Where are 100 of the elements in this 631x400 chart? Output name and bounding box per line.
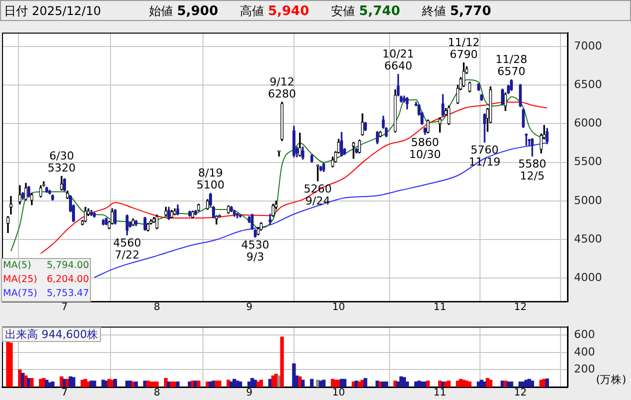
candlestick — [340, 132, 344, 157]
x-tick-label: 10 — [332, 388, 345, 399]
bar — [426, 380, 430, 387]
bar — [364, 378, 368, 387]
candlestick — [426, 120, 430, 134]
candlestick — [504, 92, 507, 111]
x-tick-label: 8 — [154, 388, 160, 399]
text: 高値 5,940 — [240, 4, 310, 19]
candlestick — [272, 204, 275, 217]
text: MA(5) 5,794.00 — [3, 260, 89, 272]
bar — [342, 378, 346, 387]
annotation: 5860 10/30 — [409, 136, 441, 161]
bar — [155, 381, 159, 387]
candlestick — [447, 106, 450, 125]
bar — [322, 380, 326, 387]
y-tick-label: 6500 — [574, 78, 602, 91]
bar — [72, 377, 76, 387]
candlestick — [48, 190, 52, 194]
candlestick — [438, 117, 442, 133]
x-tick-label: 11 — [434, 388, 446, 399]
annotation: 9/12 6280 — [268, 75, 296, 100]
bar — [196, 380, 200, 387]
candlestick — [104, 218, 108, 226]
candlestick — [394, 89, 397, 133]
candlestick — [197, 204, 200, 212]
bar — [488, 380, 492, 387]
bar — [384, 381, 388, 387]
bar — [310, 378, 314, 387]
candlestick — [522, 108, 525, 128]
x-tick-label: 7 — [61, 388, 68, 399]
candlestick — [170, 210, 174, 218]
candlestick — [60, 176, 64, 191]
annotation: 11/28 6570 — [496, 53, 528, 78]
bar — [238, 381, 242, 387]
candlestick — [167, 206, 170, 220]
x-tick-label: 8 — [154, 302, 160, 313]
bar — [405, 381, 409, 387]
candlestick — [354, 148, 358, 154]
candlestick — [292, 126, 296, 158]
candlestick — [214, 215, 218, 224]
bar — [301, 380, 305, 387]
candlestick — [468, 82, 472, 92]
candlestick — [9, 196, 12, 214]
candlestick — [301, 146, 304, 160]
annotation: 11/12 6790 — [448, 36, 480, 62]
x-tick-label: 12 — [514, 388, 527, 399]
candlestick — [188, 210, 192, 217]
bar — [402, 377, 406, 387]
bar — [50, 381, 54, 387]
annotation: 8/19 5100 — [196, 166, 225, 192]
x-tick-label: 11 — [434, 302, 446, 313]
candlestick — [352, 142, 356, 159]
y-tick-label: 4500 — [574, 232, 602, 246]
candlestick — [358, 140, 362, 154]
annotation: 4530 9/3 — [241, 238, 270, 264]
candlestick — [21, 192, 24, 200]
annotation: 出来高 944,600株 — [2, 326, 101, 342]
bar — [9, 342, 13, 387]
bar — [113, 378, 118, 387]
candlestick — [126, 214, 129, 236]
annotation: 10/21 6640 — [382, 48, 414, 73]
candlestick — [63, 178, 66, 192]
candlestick — [298, 132, 302, 157]
candlestick — [18, 185, 22, 204]
text: 終値 5,770 — [422, 4, 492, 19]
candlestick — [132, 218, 135, 226]
chart-title: 日付 2025/12/10 — [4, 3, 101, 20]
bar — [280, 336, 284, 387]
y-axis-title: (万株) — [596, 373, 626, 387]
candlestick — [143, 216, 147, 231]
candlestick — [500, 88, 504, 106]
bar — [530, 380, 534, 387]
candlestick — [6, 216, 10, 233]
candlestick — [280, 102, 284, 142]
candlestick — [477, 83, 480, 91]
bar — [447, 380, 451, 387]
candlestick — [66, 190, 70, 199]
bar — [510, 381, 514, 387]
candlestick — [30, 192, 34, 206]
candlestick — [462, 62, 466, 87]
candlestick — [530, 138, 534, 157]
bar — [292, 363, 296, 387]
bar — [134, 381, 138, 387]
bar — [30, 378, 34, 387]
y-tick-label: 5500 — [574, 155, 602, 168]
candlestick — [114, 209, 117, 224]
candlestick — [441, 94, 444, 116]
line-series — [10, 79, 548, 252]
candlestick — [191, 210, 194, 218]
annotation: 6/30 5320 — [48, 150, 76, 175]
y-tick-label: 600 — [574, 328, 595, 342]
y-tick-label: 5000 — [574, 194, 602, 207]
bar — [176, 381, 180, 387]
candlestick — [480, 94, 484, 101]
text: 始値 5,900 — [149, 4, 218, 19]
candlestick — [92, 212, 96, 218]
bar — [468, 381, 472, 387]
bar — [218, 380, 222, 387]
candlestick — [24, 182, 28, 201]
bar — [259, 380, 263, 387]
